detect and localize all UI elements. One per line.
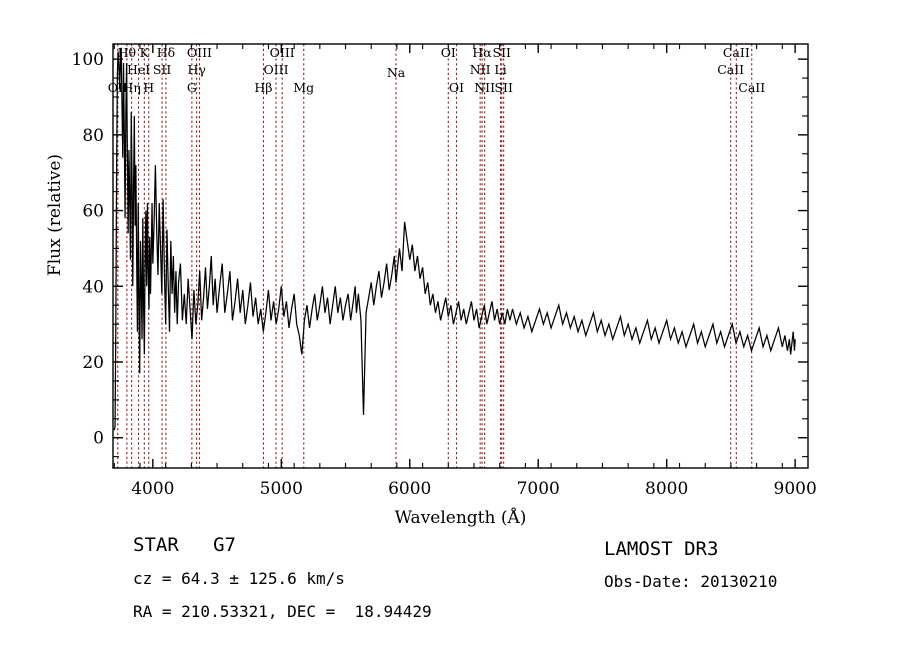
line-label-OI-6364: OI [449, 80, 464, 95]
line-label-CaII-8542: CaII [723, 45, 750, 60]
line-label-CaII-8662: CaII [738, 80, 765, 95]
line-label-Li-6707: Li [494, 62, 506, 77]
x-tick-label-5000: 5000 [260, 479, 303, 499]
x-tick-label-6000: 6000 [388, 479, 431, 499]
line-label-NII-6548: NII [470, 62, 491, 77]
y-axis-label: Flux (relative) [45, 153, 65, 277]
x-tick-label-7000: 7000 [517, 479, 560, 499]
line-label-CaII-8498: CaII [717, 62, 744, 77]
line-label-HeI-3889: HeI [127, 62, 150, 77]
line-label-H-3835: Hη [122, 80, 140, 95]
spectrum-trace [113, 47, 796, 431]
line-label-K-3934: K [140, 45, 150, 60]
line-label-H-3968: H [143, 80, 154, 95]
y-tick-label-0: 0 [93, 429, 104, 449]
line-label-H-4861: Hβ [254, 80, 272, 95]
line-label-OIII-5007: OIII [270, 45, 295, 60]
y-tick-label-100: 100 [72, 50, 104, 70]
y-tick-label-20: 20 [82, 353, 104, 373]
line-label-G-4304: G [187, 80, 197, 95]
redshift-velocity-text: cz = 64.3 ± 125.6 km/s [133, 569, 345, 588]
top-mask [0, 0, 900, 44]
line-label-H-4102: Hδ [157, 45, 175, 60]
line-label-Na: Na [387, 65, 406, 80]
line-label-H-6563: Hα [472, 45, 492, 60]
line-label-H-3798: Hθ [118, 45, 136, 60]
x-tick-label-9000: 9000 [774, 479, 817, 499]
line-label-OI-6300: OI [441, 45, 456, 60]
line-label-SII-6731: SII [494, 80, 513, 95]
plot-frame [112, 43, 809, 469]
x-axis-label: Wavelength (Å) [394, 508, 527, 528]
object-class-text: STAR G7 [133, 534, 236, 556]
y-tick-label-80: 80 [82, 126, 104, 146]
y-tick-label-60: 60 [82, 202, 104, 222]
observation-date-text: Obs-Date: 20130210 [604, 572, 778, 591]
line-label-SII-6716: SII [493, 45, 512, 60]
line-label-OIII-4959: OIII [263, 62, 288, 77]
line-label-Mg-5175: Mg [293, 80, 314, 95]
line-label-H-4341: Hγ [187, 62, 205, 77]
line-label-NII-6583: NII [474, 80, 495, 95]
x-tick-label-4000: 4000 [131, 479, 174, 499]
y-tick-label-40: 40 [82, 277, 104, 297]
survey-name-text: LAMOST DR3 [604, 538, 719, 560]
line-label-OIII-4363: OIII [187, 45, 212, 60]
line-label-SII-4072: SII [153, 62, 172, 77]
line-label-OII-3727: OII [108, 80, 128, 95]
x-tick-label-8000: 8000 [645, 479, 688, 499]
coordinates-text: RA = 210.53321, DEC = 18.94429 [133, 602, 432, 621]
